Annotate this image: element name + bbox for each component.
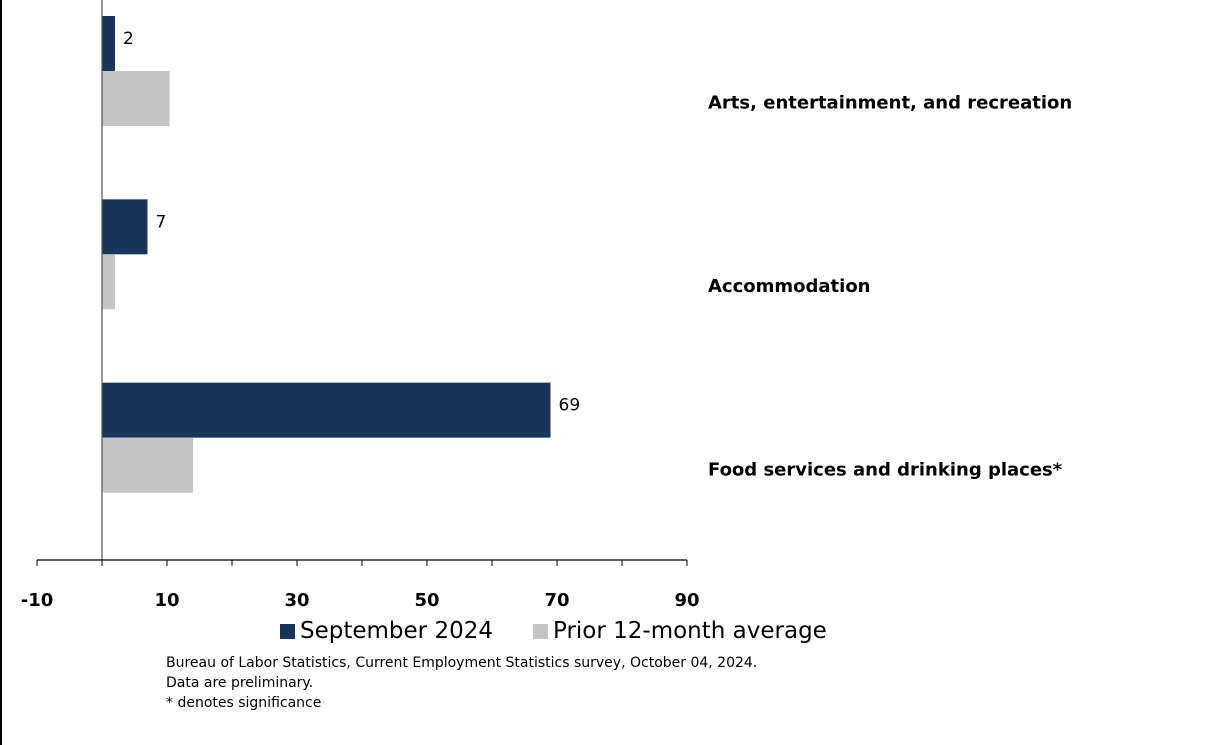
source-notes: Bureau of Labor Statistics, Current Empl…	[166, 653, 757, 713]
category-label-accommodation: Accommodation	[708, 276, 871, 297]
legend-swatch-prior-average	[532, 623, 548, 639]
legend-item-september-2024: September 2024	[280, 618, 493, 644]
bar-september-2024-food-services-and-drinking-places	[102, 382, 551, 438]
x-tick-label: 50	[414, 590, 439, 611]
legend-swatch-september-2024	[280, 623, 295, 639]
bar-september-2024-arts-entertainment-and-recreation	[102, 16, 115, 71]
legend-label-prior-average: Prior 12-month average	[552, 618, 827, 644]
x-tick-label: -10	[21, 590, 54, 611]
x-tick-label: 30	[284, 590, 309, 611]
x-tick-label: 70	[544, 590, 569, 611]
category-label-food-services-and-drinking-places: Food services and drinking places*	[708, 459, 1063, 480]
x-tick-label: 10	[154, 590, 179, 611]
data-label-september-2024-arts-entertainment-and-recreation: 2	[123, 29, 134, 49]
bar-prior-12-month-average-accommodation	[102, 254, 115, 310]
data-label-september-2024-food-services-and-drinking-places: 69	[559, 396, 581, 416]
source-note: Bureau of Labor Statistics, Current Empl…	[166, 655, 758, 671]
legend-item-prior-average: Prior 12-month average	[532, 618, 827, 644]
legend-label-september-2024: September 2024	[300, 618, 493, 644]
legend: September 2024 Prior 12-month average	[280, 616, 867, 646]
bar-prior-12-month-average-arts-entertainment-and-recreation	[102, 71, 170, 126]
bar-prior-12-month-average-food-services-and-drinking-places	[102, 437, 193, 493]
data-label-september-2024-accommodation: 7	[156, 212, 167, 232]
significance-note: * denotes significance	[166, 695, 322, 711]
preliminary-note: Data are preliminary.	[166, 675, 314, 691]
category-label-arts-entertainment-and-recreation: Arts, entertainment, and recreation	[708, 93, 1072, 114]
bar-september-2024-accommodation	[102, 199, 148, 255]
x-tick-label: 90	[674, 590, 699, 611]
